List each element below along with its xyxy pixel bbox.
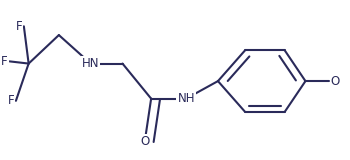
Text: O: O — [331, 75, 340, 88]
Text: HN: HN — [82, 57, 99, 70]
Text: O: O — [140, 135, 149, 148]
Text: F: F — [1, 55, 8, 68]
Text: F: F — [8, 94, 14, 107]
Text: NH: NH — [177, 92, 195, 105]
Text: F: F — [16, 20, 22, 33]
